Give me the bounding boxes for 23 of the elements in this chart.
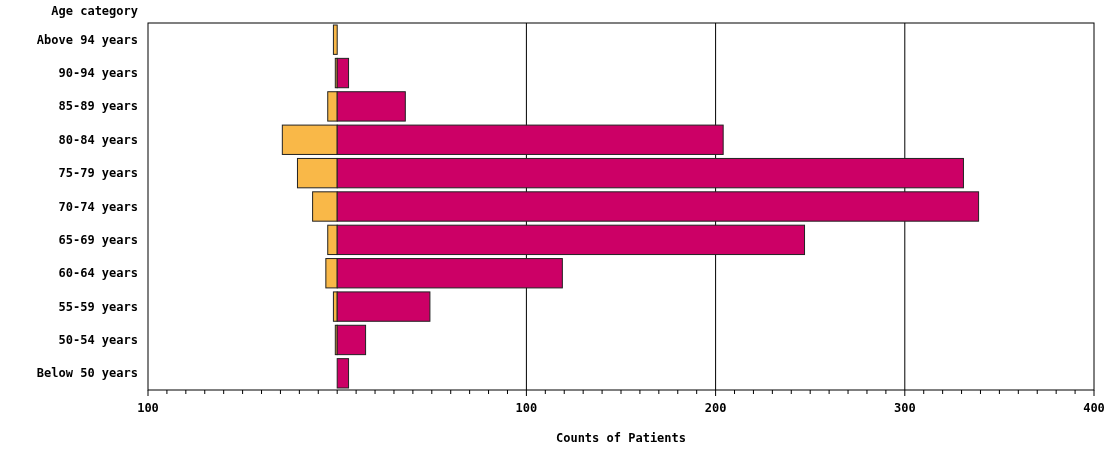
bar <box>336 358 350 389</box>
bar <box>336 324 367 356</box>
y-tick-label: Below 50 years <box>36 366 138 381</box>
y-tick-label: 75-79 years <box>58 166 138 181</box>
y-axis-title: Age category <box>51 4 138 18</box>
x-tick-label: 400 <box>1083 401 1105 415</box>
x-tick-label: 100 <box>137 401 159 415</box>
y-tick-label: 80-84 years <box>58 132 138 147</box>
bar <box>332 24 338 55</box>
y-tick-label: 90-94 years <box>58 66 138 81</box>
y-tick-label: 70-74 years <box>58 199 138 214</box>
x-tick-label: 300 <box>893 401 916 415</box>
x-axis-title: Counts of Patients <box>555 431 687 445</box>
y-tick-label: 50-54 years <box>58 332 138 347</box>
y-tick-label: 65-69 years <box>58 232 138 247</box>
bar <box>336 57 350 89</box>
x-tick-label: 100 <box>515 401 538 415</box>
y-tick-label: 60-64 years <box>58 266 138 281</box>
bar <box>336 291 431 322</box>
y-tick-label: 85-89 years <box>58 99 138 114</box>
y-tick-label: 55-59 years <box>58 299 138 314</box>
y-tick-label: Above 94 years <box>36 32 138 47</box>
x-tick-label: 200 <box>704 401 727 415</box>
